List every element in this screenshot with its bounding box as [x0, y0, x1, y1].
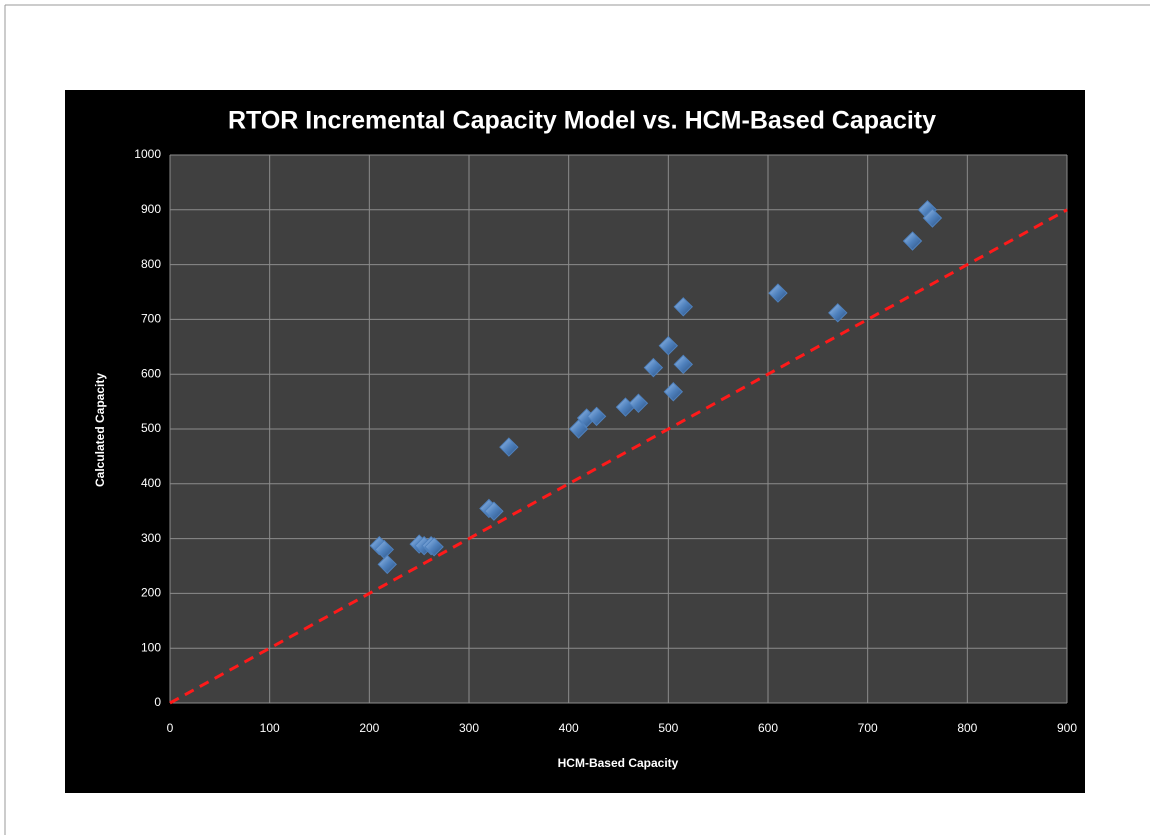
point [828, 303, 848, 323]
point [484, 501, 504, 521]
x-tick-label: 800 [957, 721, 977, 735]
x-tick-label: 300 [459, 721, 479, 735]
x-tick-label: 500 [658, 721, 678, 735]
point [768, 283, 788, 303]
point [902, 231, 923, 251]
point [658, 335, 679, 356]
point [628, 393, 649, 413]
x-tick-label: 900 [1057, 721, 1077, 735]
y-tick-label: 300 [141, 531, 161, 545]
point [424, 537, 444, 557]
point [673, 354, 693, 375]
y-tick-label: 100 [141, 640, 161, 654]
x-tick-label: 600 [758, 721, 778, 735]
y-axis-label: Calculated Capacity [93, 373, 107, 487]
point [568, 419, 589, 439]
y-tick-label: 400 [141, 476, 161, 490]
point [586, 406, 607, 427]
point [377, 554, 397, 575]
y-tick-label: 1000 [134, 147, 161, 161]
point [643, 357, 664, 378]
y-tick-label: 700 [141, 312, 161, 326]
y-tick-label: 900 [141, 202, 161, 216]
reference-line [169, 208, 1068, 705]
y-tick-label: 500 [141, 421, 161, 435]
x-tick-label: 400 [559, 721, 579, 735]
x-tick-label: 200 [359, 721, 379, 735]
y-tick-label: 200 [141, 586, 161, 600]
point [922, 208, 943, 228]
point [673, 297, 693, 317]
y-tick-label: 600 [141, 366, 161, 380]
x-tick-label: 700 [858, 721, 878, 735]
x-axis-label: HCM-Based Capacity [558, 756, 679, 770]
y-tick-label: 800 [141, 257, 161, 271]
point [663, 382, 684, 402]
chart-title: RTOR Incremental Capacity Model vs. HCM-… [228, 107, 936, 135]
x-tick-label: 0 [167, 721, 174, 735]
x-tick-label: 100 [260, 721, 280, 735]
y-tick-label: 0 [154, 695, 161, 709]
point [499, 437, 519, 457]
